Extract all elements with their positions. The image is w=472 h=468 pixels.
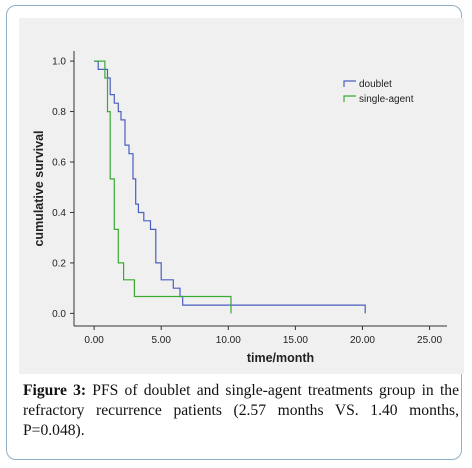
lines-layer xyxy=(94,60,366,314)
x-tick-label: 20.00 xyxy=(350,335,375,346)
caption-text: PFS of doublet and single-agent treatmen… xyxy=(23,382,459,439)
figure-box: 0.0 0.2 0.4 0.6 0.8 1.0 0.00 5.00 10.00 15.00 20.0… xyxy=(6,5,464,460)
legend-swatch-doublet xyxy=(343,80,356,87)
y-tick-label: 0.0 xyxy=(52,309,66,320)
y-tick-label: 0.2 xyxy=(52,258,66,269)
x-tick-label: 25.00 xyxy=(417,335,442,346)
x-tick-label: 5.00 xyxy=(151,335,171,346)
y-tick-label: 0.8 xyxy=(52,107,66,118)
figure-caption: Figure 3: PFS of doublet and single-agen… xyxy=(23,381,459,441)
legend-label: single-agent xyxy=(359,94,414,105)
legend: doublet single-agent xyxy=(343,79,414,105)
legend-label: doublet xyxy=(359,79,392,90)
x-tick-label: 0.00 xyxy=(84,335,104,346)
caption-label: Figure 3: xyxy=(23,382,87,399)
plot-area xyxy=(74,51,447,326)
chart-panel: 0.0 0.2 0.4 0.6 0.8 1.0 0.00 5.00 10.00 15.00 20.0… xyxy=(19,18,464,374)
y-tick-label: 0.4 xyxy=(52,208,66,219)
series-line-single-agent xyxy=(94,60,232,314)
x-tick-label: 10.00 xyxy=(216,335,241,346)
series-line-doublet xyxy=(94,60,366,314)
y-tick-label: 1.0 xyxy=(52,57,66,68)
survival-chart: 0.0 0.2 0.4 0.6 0.8 1.0 0.00 5.00 10.00 15.00 20.0… xyxy=(32,51,447,365)
x-tick-label: 15.00 xyxy=(283,335,308,346)
y-tick-label: 0.6 xyxy=(52,158,66,169)
legend-swatch-single-agent xyxy=(343,95,356,102)
x-axis-title: time/month xyxy=(247,351,314,365)
y-axis-title: cumulative survival xyxy=(32,130,46,246)
